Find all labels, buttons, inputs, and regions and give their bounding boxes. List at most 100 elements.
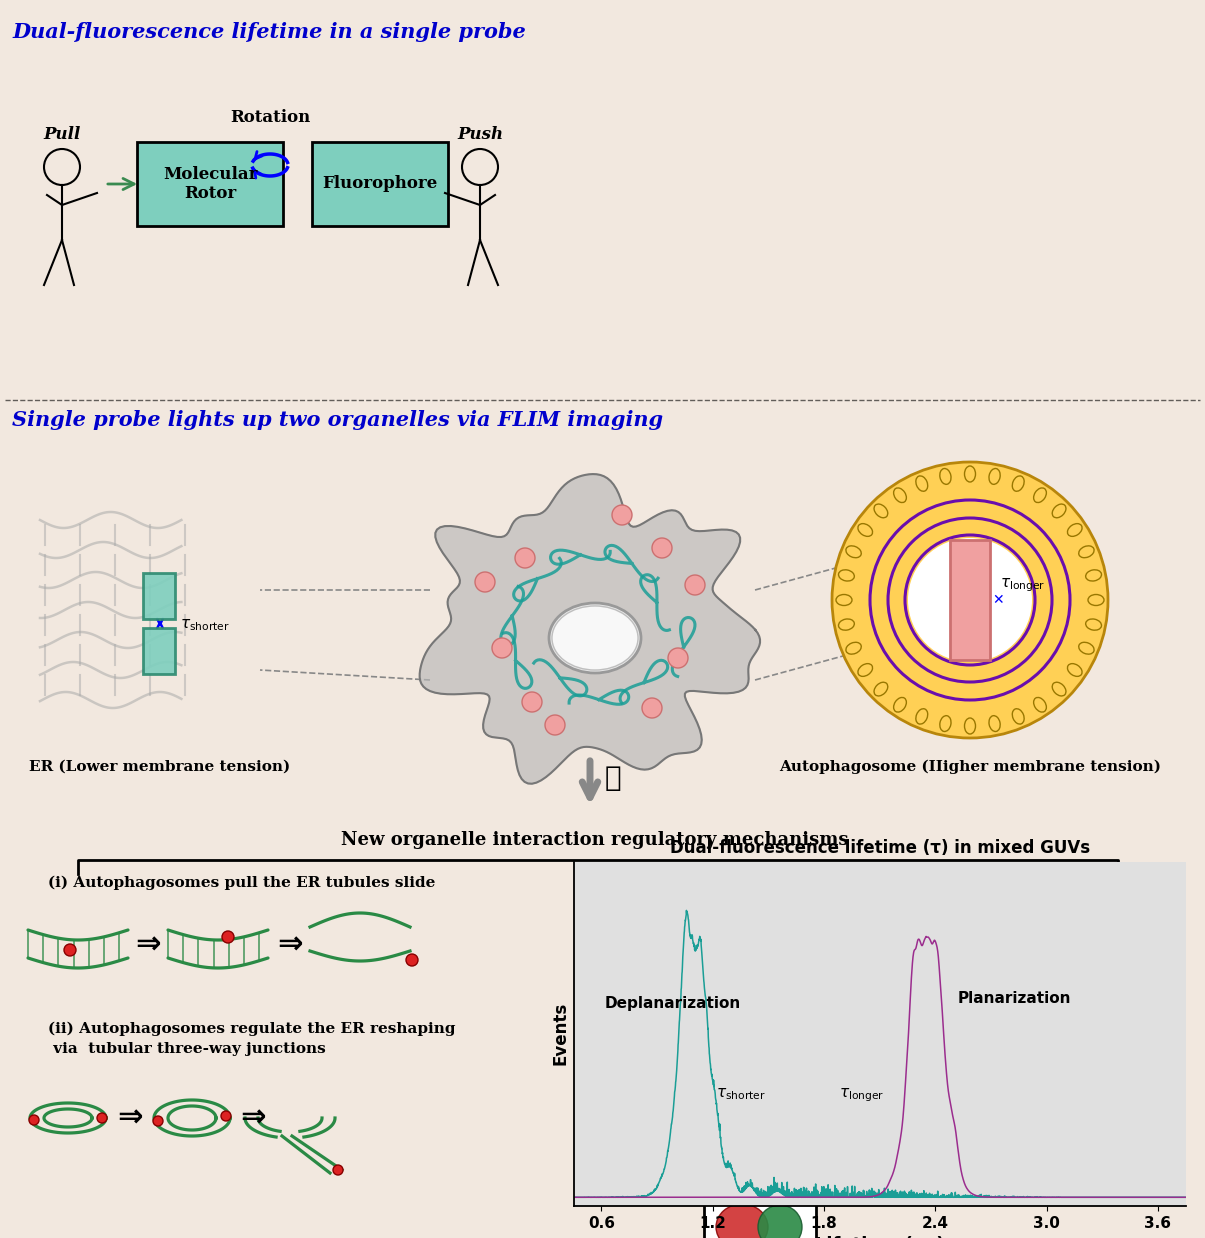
Text: Rotation: Rotation [230,109,310,126]
Polygon shape [625,909,751,1031]
Ellipse shape [839,569,854,581]
Ellipse shape [1086,619,1101,630]
Circle shape [910,973,954,1016]
Circle shape [545,716,565,735]
FancyBboxPatch shape [143,628,175,673]
Ellipse shape [858,524,872,536]
Ellipse shape [1052,682,1066,696]
X-axis label: Lifetime (ns): Lifetime (ns) [815,1236,945,1238]
Text: $\tau_{\rm shorter}$: $\tau_{\rm shorter}$ [180,618,230,633]
Ellipse shape [1086,569,1101,581]
Ellipse shape [1068,524,1082,536]
Ellipse shape [989,468,1000,484]
Ellipse shape [1078,546,1094,557]
Circle shape [406,954,418,966]
Ellipse shape [737,1087,782,1143]
Text: Fluorophore: Fluorophore [323,176,437,192]
Circle shape [29,1115,39,1125]
Ellipse shape [549,603,641,673]
Ellipse shape [1034,697,1046,712]
Ellipse shape [552,605,637,670]
Text: Single probe lights up two organelles via FLIM imaging: Single probe lights up two organelles vi… [12,410,663,430]
Circle shape [758,1205,803,1238]
Text: Deplanarization: Deplanarization [605,997,741,1011]
Text: IIealthy cell: IIealthy cell [756,968,858,982]
Ellipse shape [874,504,888,517]
Text: ⇒: ⇒ [135,931,160,959]
Circle shape [652,539,672,558]
Circle shape [96,1113,107,1123]
FancyBboxPatch shape [653,1030,723,1040]
Text: Planarization: Planarization [958,990,1071,1005]
Circle shape [870,500,1070,699]
Circle shape [492,638,512,659]
Circle shape [911,907,929,926]
FancyBboxPatch shape [143,573,175,619]
Text: Autophagosome (IIigher membrane tension): Autophagosome (IIigher membrane tension) [778,760,1160,775]
Circle shape [642,698,662,718]
Ellipse shape [1012,475,1024,491]
Ellipse shape [894,488,906,503]
Ellipse shape [940,468,951,484]
Circle shape [522,692,542,712]
FancyBboxPatch shape [312,142,448,227]
Text: 🔬: 🔬 [605,764,622,792]
Text: $\tau_{\rm longer}$: $\tau_{\rm longer}$ [839,1087,884,1104]
Polygon shape [419,474,760,784]
Ellipse shape [1012,708,1024,724]
Circle shape [612,505,631,525]
Ellipse shape [964,718,976,734]
Ellipse shape [1078,643,1094,654]
Y-axis label: Events: Events [552,1002,570,1066]
Circle shape [982,945,1003,964]
Text: ⇒: ⇒ [117,1103,142,1133]
Ellipse shape [874,682,888,696]
Ellipse shape [894,697,906,712]
Ellipse shape [846,643,862,654]
Text: $\tau_{\rm longer}$: $\tau_{\rm longer}$ [1000,576,1045,594]
Text: Push: Push [457,126,502,144]
Text: via  tubular three-way junctions: via tubular three-way junctions [48,1042,325,1056]
Ellipse shape [716,1205,768,1238]
Circle shape [668,647,688,669]
Text: Molecular
Rotor: Molecular Rotor [163,166,257,202]
Ellipse shape [940,716,951,732]
Circle shape [909,539,1031,662]
Text: New organelle interaction regulatory mechanisms: New organelle interaction regulatory mec… [341,831,848,849]
Circle shape [880,1016,897,1032]
Circle shape [475,572,495,592]
Text: $\tau_{\rm shorter}$: $\tau_{\rm shorter}$ [717,1087,766,1102]
Title: Dual-fluorescence lifetime (τ) in mixed GUVs: Dual-fluorescence lifetime (τ) in mixed … [670,839,1089,857]
FancyBboxPatch shape [137,142,283,227]
Text: ✕: ✕ [992,593,1004,607]
Text: Apoptotic cell: Apoptotic cell [1016,990,1134,1004]
Ellipse shape [858,664,872,676]
Ellipse shape [964,465,976,482]
Circle shape [831,462,1109,738]
Ellipse shape [916,708,928,724]
Ellipse shape [1088,594,1104,605]
Text: Pull: Pull [43,126,81,144]
FancyBboxPatch shape [905,1040,975,1050]
Circle shape [222,931,234,943]
Text: (i) Autophagosomes pull the ER tubules slide: (i) Autophagosomes pull the ER tubules s… [48,877,435,890]
FancyBboxPatch shape [704,1186,816,1238]
Polygon shape [852,910,1029,1057]
Circle shape [64,945,76,956]
Text: ER (Lower membrane tension): ER (Lower membrane tension) [29,760,290,774]
Circle shape [976,1028,994,1046]
Circle shape [221,1110,231,1120]
Ellipse shape [839,619,854,630]
Ellipse shape [989,716,1000,732]
Text: ⇒: ⇒ [277,931,302,959]
Text: Dual-fluorescence lifetime in a single probe: Dual-fluorescence lifetime in a single p… [12,22,525,42]
Text: (ii) Autophagosomes regulate the ER reshaping: (ii) Autophagosomes regulate the ER resh… [48,1023,455,1036]
Circle shape [333,1165,343,1175]
Ellipse shape [916,475,928,491]
Circle shape [515,548,535,568]
Ellipse shape [1034,488,1046,503]
Ellipse shape [1068,664,1082,676]
FancyBboxPatch shape [950,540,991,660]
Circle shape [666,948,710,992]
Text: ⇒: ⇒ [240,1103,266,1133]
